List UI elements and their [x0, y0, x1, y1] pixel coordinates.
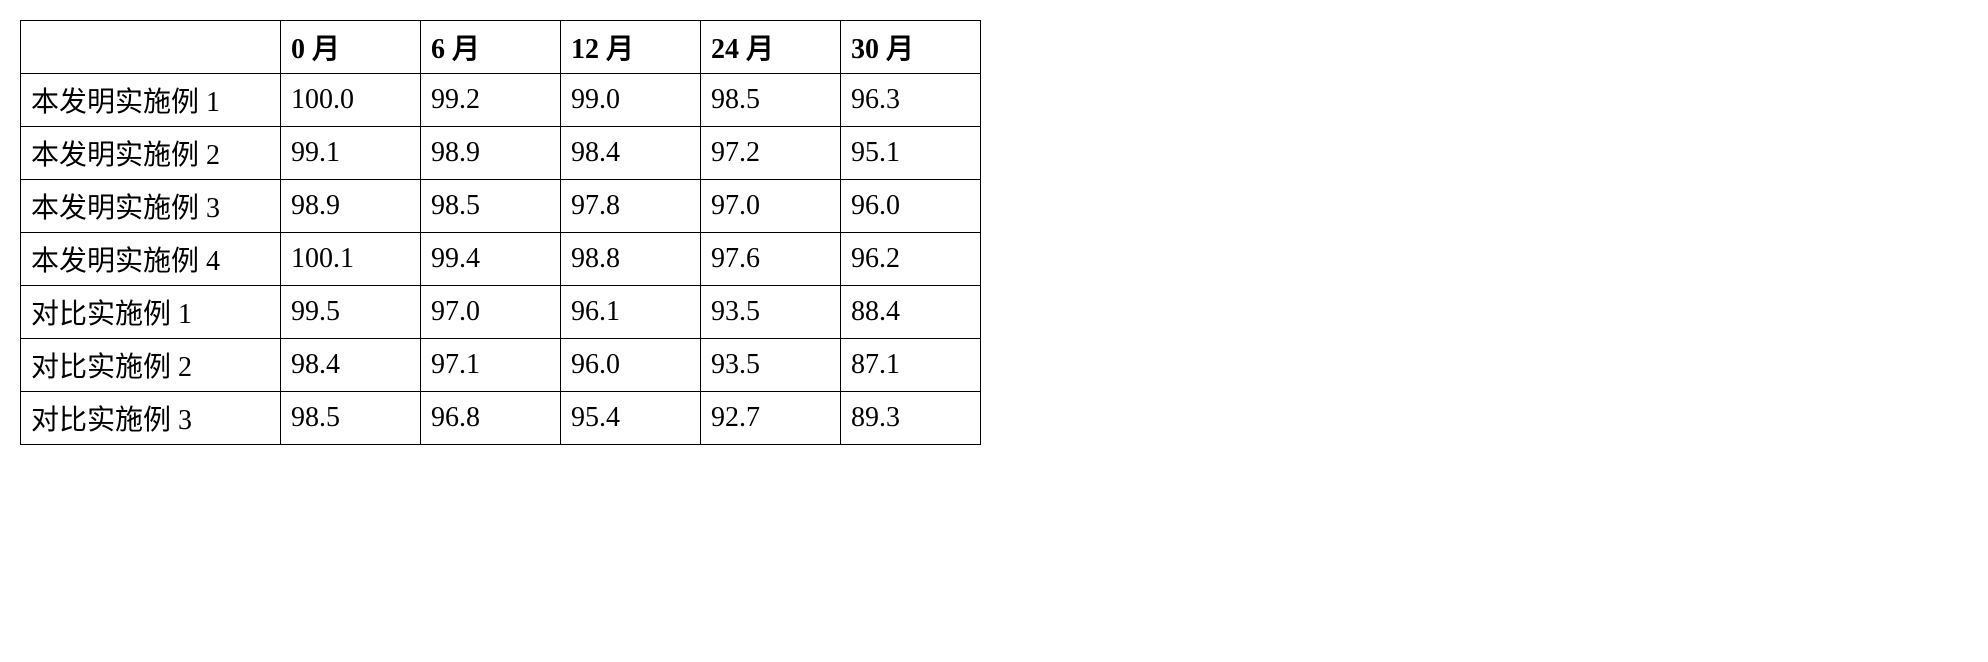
table-row: 对比实施例 2 98.4 97.1 96.0 93.5 87.1 [21, 339, 981, 392]
cell: 89.3 [841, 392, 981, 445]
table-row: 本发明实施例 2 99.1 98.9 98.4 97.2 95.1 [21, 127, 981, 180]
cell: 98.4 [281, 339, 421, 392]
row-label: 本发明实施例 2 [21, 127, 281, 180]
cell: 97.2 [701, 127, 841, 180]
cell: 99.1 [281, 127, 421, 180]
cell: 97.0 [701, 180, 841, 233]
col-header: 0 月 [281, 21, 421, 74]
row-label: 对比实施例 1 [21, 286, 281, 339]
table-row: 对比实施例 1 99.5 97.0 96.1 93.5 88.4 [21, 286, 981, 339]
cell: 93.5 [701, 339, 841, 392]
cell: 96.0 [561, 339, 701, 392]
data-table: 0 月 6 月 12 月 24 月 30 月 本发明实施例 1 100.0 99… [20, 20, 981, 445]
cell: 97.8 [561, 180, 701, 233]
col-header: 6 月 [421, 21, 561, 74]
table-row: 本发明实施例 1 100.0 99.2 99.0 98.5 96.3 [21, 74, 981, 127]
cell: 87.1 [841, 339, 981, 392]
cell: 98.5 [701, 74, 841, 127]
cell: 96.1 [561, 286, 701, 339]
table-body: 本发明实施例 1 100.0 99.2 99.0 98.5 96.3 本发明实施… [21, 74, 981, 445]
cell: 99.5 [281, 286, 421, 339]
row-label: 本发明实施例 1 [21, 74, 281, 127]
cell: 92.7 [701, 392, 841, 445]
row-label: 对比实施例 2 [21, 339, 281, 392]
col-header: 24 月 [701, 21, 841, 74]
row-label: 本发明实施例 4 [21, 233, 281, 286]
cell: 96.8 [421, 392, 561, 445]
cell: 96.3 [841, 74, 981, 127]
cell: 95.1 [841, 127, 981, 180]
cell: 97.6 [701, 233, 841, 286]
cell: 96.2 [841, 233, 981, 286]
cell: 98.8 [561, 233, 701, 286]
col-header [21, 21, 281, 74]
cell: 100.1 [281, 233, 421, 286]
cell: 95.4 [561, 392, 701, 445]
row-label: 本发明实施例 3 [21, 180, 281, 233]
cell: 99.0 [561, 74, 701, 127]
cell: 96.0 [841, 180, 981, 233]
cell: 98.9 [281, 180, 421, 233]
col-header: 30 月 [841, 21, 981, 74]
table-row: 本发明实施例 3 98.9 98.5 97.8 97.0 96.0 [21, 180, 981, 233]
cell: 88.4 [841, 286, 981, 339]
cell: 98.9 [421, 127, 561, 180]
cell: 98.5 [281, 392, 421, 445]
table-row: 本发明实施例 4 100.1 99.4 98.8 97.6 96.2 [21, 233, 981, 286]
cell: 93.5 [701, 286, 841, 339]
col-header: 12 月 [561, 21, 701, 74]
table-header-row: 0 月 6 月 12 月 24 月 30 月 [21, 21, 981, 74]
cell: 98.4 [561, 127, 701, 180]
cell: 99.2 [421, 74, 561, 127]
cell: 97.0 [421, 286, 561, 339]
table-row: 对比实施例 3 98.5 96.8 95.4 92.7 89.3 [21, 392, 981, 445]
cell: 99.4 [421, 233, 561, 286]
row-label: 对比实施例 3 [21, 392, 281, 445]
cell: 98.5 [421, 180, 561, 233]
cell: 97.1 [421, 339, 561, 392]
cell: 100.0 [281, 74, 421, 127]
